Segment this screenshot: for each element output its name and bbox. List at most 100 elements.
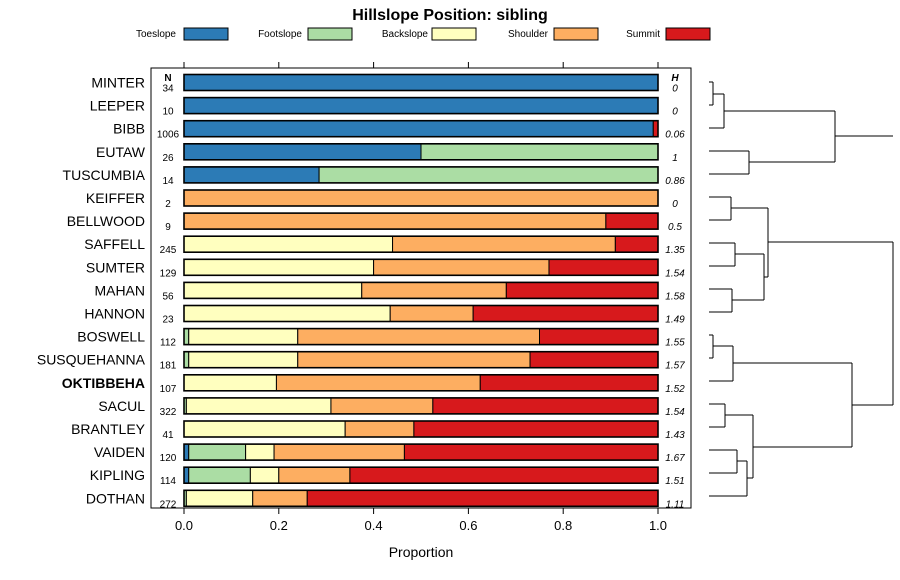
chart-title: Hillslope Position: sibling [352, 7, 548, 24]
bar-segment-backslope [185, 489, 254, 507]
bar-outline [183, 96, 659, 115]
row-label: SUSQUEHANNA [37, 352, 146, 368]
bar-segment-shoulder [278, 466, 351, 484]
row-h-value: 1.57 [665, 361, 685, 372]
bar-outline [183, 281, 659, 300]
plot-frame [150, 67, 692, 509]
row-h-value: 1 [672, 153, 678, 164]
bar-segment-footslope [188, 466, 251, 484]
x-tick-label: 0.8 [554, 518, 572, 533]
legend-label-shoulder: Shoulder [508, 29, 549, 40]
bar-segment-shoulder [183, 189, 659, 207]
bar-outline [183, 350, 659, 369]
bar-outline [183, 420, 659, 438]
bar-outline [183, 119, 659, 138]
bar-segment-backslope [183, 420, 346, 438]
row-n-value: 9 [165, 222, 171, 233]
row-n-value: 245 [160, 245, 177, 256]
row-h-value: 1.51 [665, 476, 684, 487]
h-column-header: H [671, 73, 679, 84]
bar-segment-shoulder [389, 305, 474, 322]
legend-label-summit: Summit [626, 29, 660, 40]
row-label: BRANTLEY [71, 421, 146, 437]
bar-outline [183, 189, 659, 207]
bar-outline [183, 235, 659, 253]
row-label: MAHAN [94, 282, 145, 298]
bar-segment-summit [505, 281, 659, 299]
x-tick-label: 0.0 [175, 518, 193, 533]
row-label: SAFFELL [84, 236, 145, 252]
row-n-value: 272 [160, 499, 177, 510]
bar-segment-backslope [188, 328, 299, 346]
bar-segment-summit [529, 351, 659, 369]
row-label: LEEPER [90, 98, 145, 114]
bar-segment-summit [472, 305, 659, 322]
row-h-value: 1.49 [665, 315, 685, 326]
x-tick-label: 1.0 [649, 518, 667, 533]
row-n-value: 120 [160, 453, 177, 464]
bar-segment-summit [539, 328, 659, 346]
bar-outline [183, 73, 659, 92]
row-label: HANNON [84, 306, 145, 322]
x-tick-label: 0.2 [270, 518, 288, 533]
bar-outline [183, 304, 659, 323]
row-n-value: 112 [160, 338, 176, 349]
legend: Toeslope Footslope Backslope Shoulder Summit [136, 27, 711, 41]
row-h-value: 1.55 [665, 338, 685, 349]
row-label: TUSCUMBIA [63, 167, 146, 183]
bar-segment-shoulder [297, 351, 531, 369]
row-h-value: 1.58 [665, 291, 685, 302]
row-label: VAIDEN [94, 444, 145, 460]
bar-segment-shoulder [392, 235, 616, 253]
x-axis-label: Proportion [389, 544, 454, 560]
bar-segment-shoulder [275, 374, 481, 392]
bar-segment-footslope [420, 143, 659, 161]
bar-segment-toeslope [183, 74, 659, 91]
bar-outline [183, 489, 659, 508]
bar-outline [183, 443, 659, 461]
legend-swatch-summit [665, 27, 711, 41]
row-h-value: 0.06 [665, 130, 685, 141]
bar-segment-backslope [249, 466, 280, 484]
bar-segment-backslope [183, 374, 277, 392]
bar-segment-shoulder [373, 258, 550, 276]
dendrogram [709, 81, 894, 497]
bar-segment-shoulder [252, 489, 308, 507]
row-n-value: 26 [162, 153, 174, 164]
row-label: KIPLING [90, 467, 145, 483]
x-tick-label: 0.4 [365, 518, 383, 533]
row-h-value: 0.86 [665, 176, 685, 187]
bar-segment-backslope [183, 305, 391, 322]
row-n-value: 322 [160, 407, 177, 418]
bar-segment-summit [413, 420, 659, 438]
row-n-value: 10 [162, 107, 174, 118]
row-n-value: 129 [160, 268, 177, 279]
bar-segment-summit [614, 235, 659, 253]
bar-outline [183, 212, 659, 230]
bar-segment-shoulder [297, 328, 541, 346]
legend-label-footslope: Footslope [258, 29, 302, 40]
row-n-value: 2 [165, 199, 171, 210]
row-h-value: 1.67 [665, 453, 685, 464]
bar-segment-backslope [188, 351, 299, 369]
row-h-value: 0 [672, 84, 678, 95]
bar-segment-backslope [183, 281, 363, 299]
legend-swatch-shoulder [553, 27, 599, 41]
row-n-value: 23 [162, 315, 174, 326]
bar-outline [183, 466, 659, 485]
row-n-value: 114 [160, 476, 176, 487]
row-label: BELLWOOD [67, 213, 145, 229]
row-n-value: 107 [160, 384, 177, 395]
x-tick-label: 0.6 [459, 518, 477, 533]
bar-segment-backslope [183, 235, 394, 253]
bar-segment-summit [349, 466, 659, 484]
row-h-value: 0.5 [668, 222, 682, 233]
bar-outline [183, 373, 659, 392]
row-h-value: 1.43 [665, 430, 685, 441]
bar-segment-backslope [183, 258, 375, 276]
row-n-value: 181 [160, 361, 177, 372]
row-n-value: 14 [162, 176, 174, 187]
n-column-header: N [164, 73, 171, 84]
row-label: DOTHAN [86, 490, 145, 506]
